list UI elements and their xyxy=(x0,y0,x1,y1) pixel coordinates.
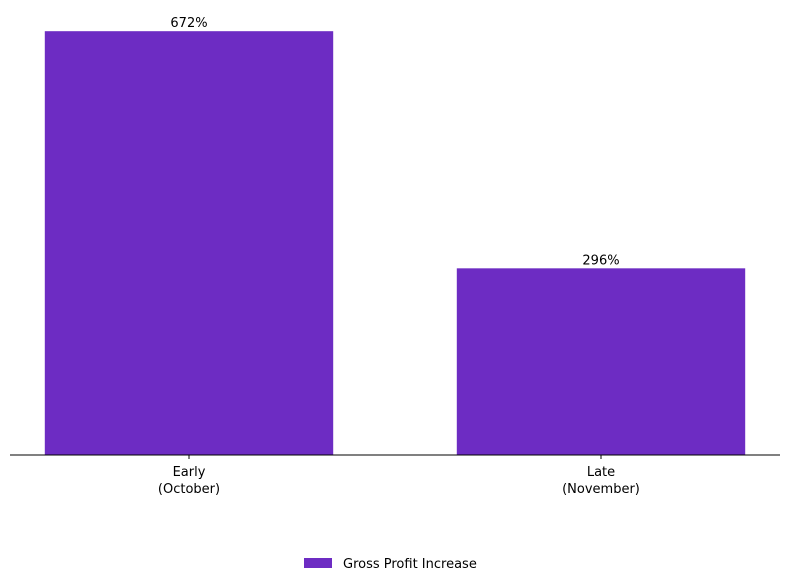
data-label: 672% xyxy=(170,16,207,31)
legend-label: Gross Profit Increase xyxy=(343,557,477,572)
data-label: 296% xyxy=(582,253,619,268)
x-tick-label: Early (October) xyxy=(158,465,220,497)
legend: Gross Profit Increase xyxy=(304,557,477,572)
bar xyxy=(44,31,334,455)
legend-swatch xyxy=(304,558,332,568)
x-tick-label: Late (November) xyxy=(562,465,640,497)
bar xyxy=(456,268,746,455)
